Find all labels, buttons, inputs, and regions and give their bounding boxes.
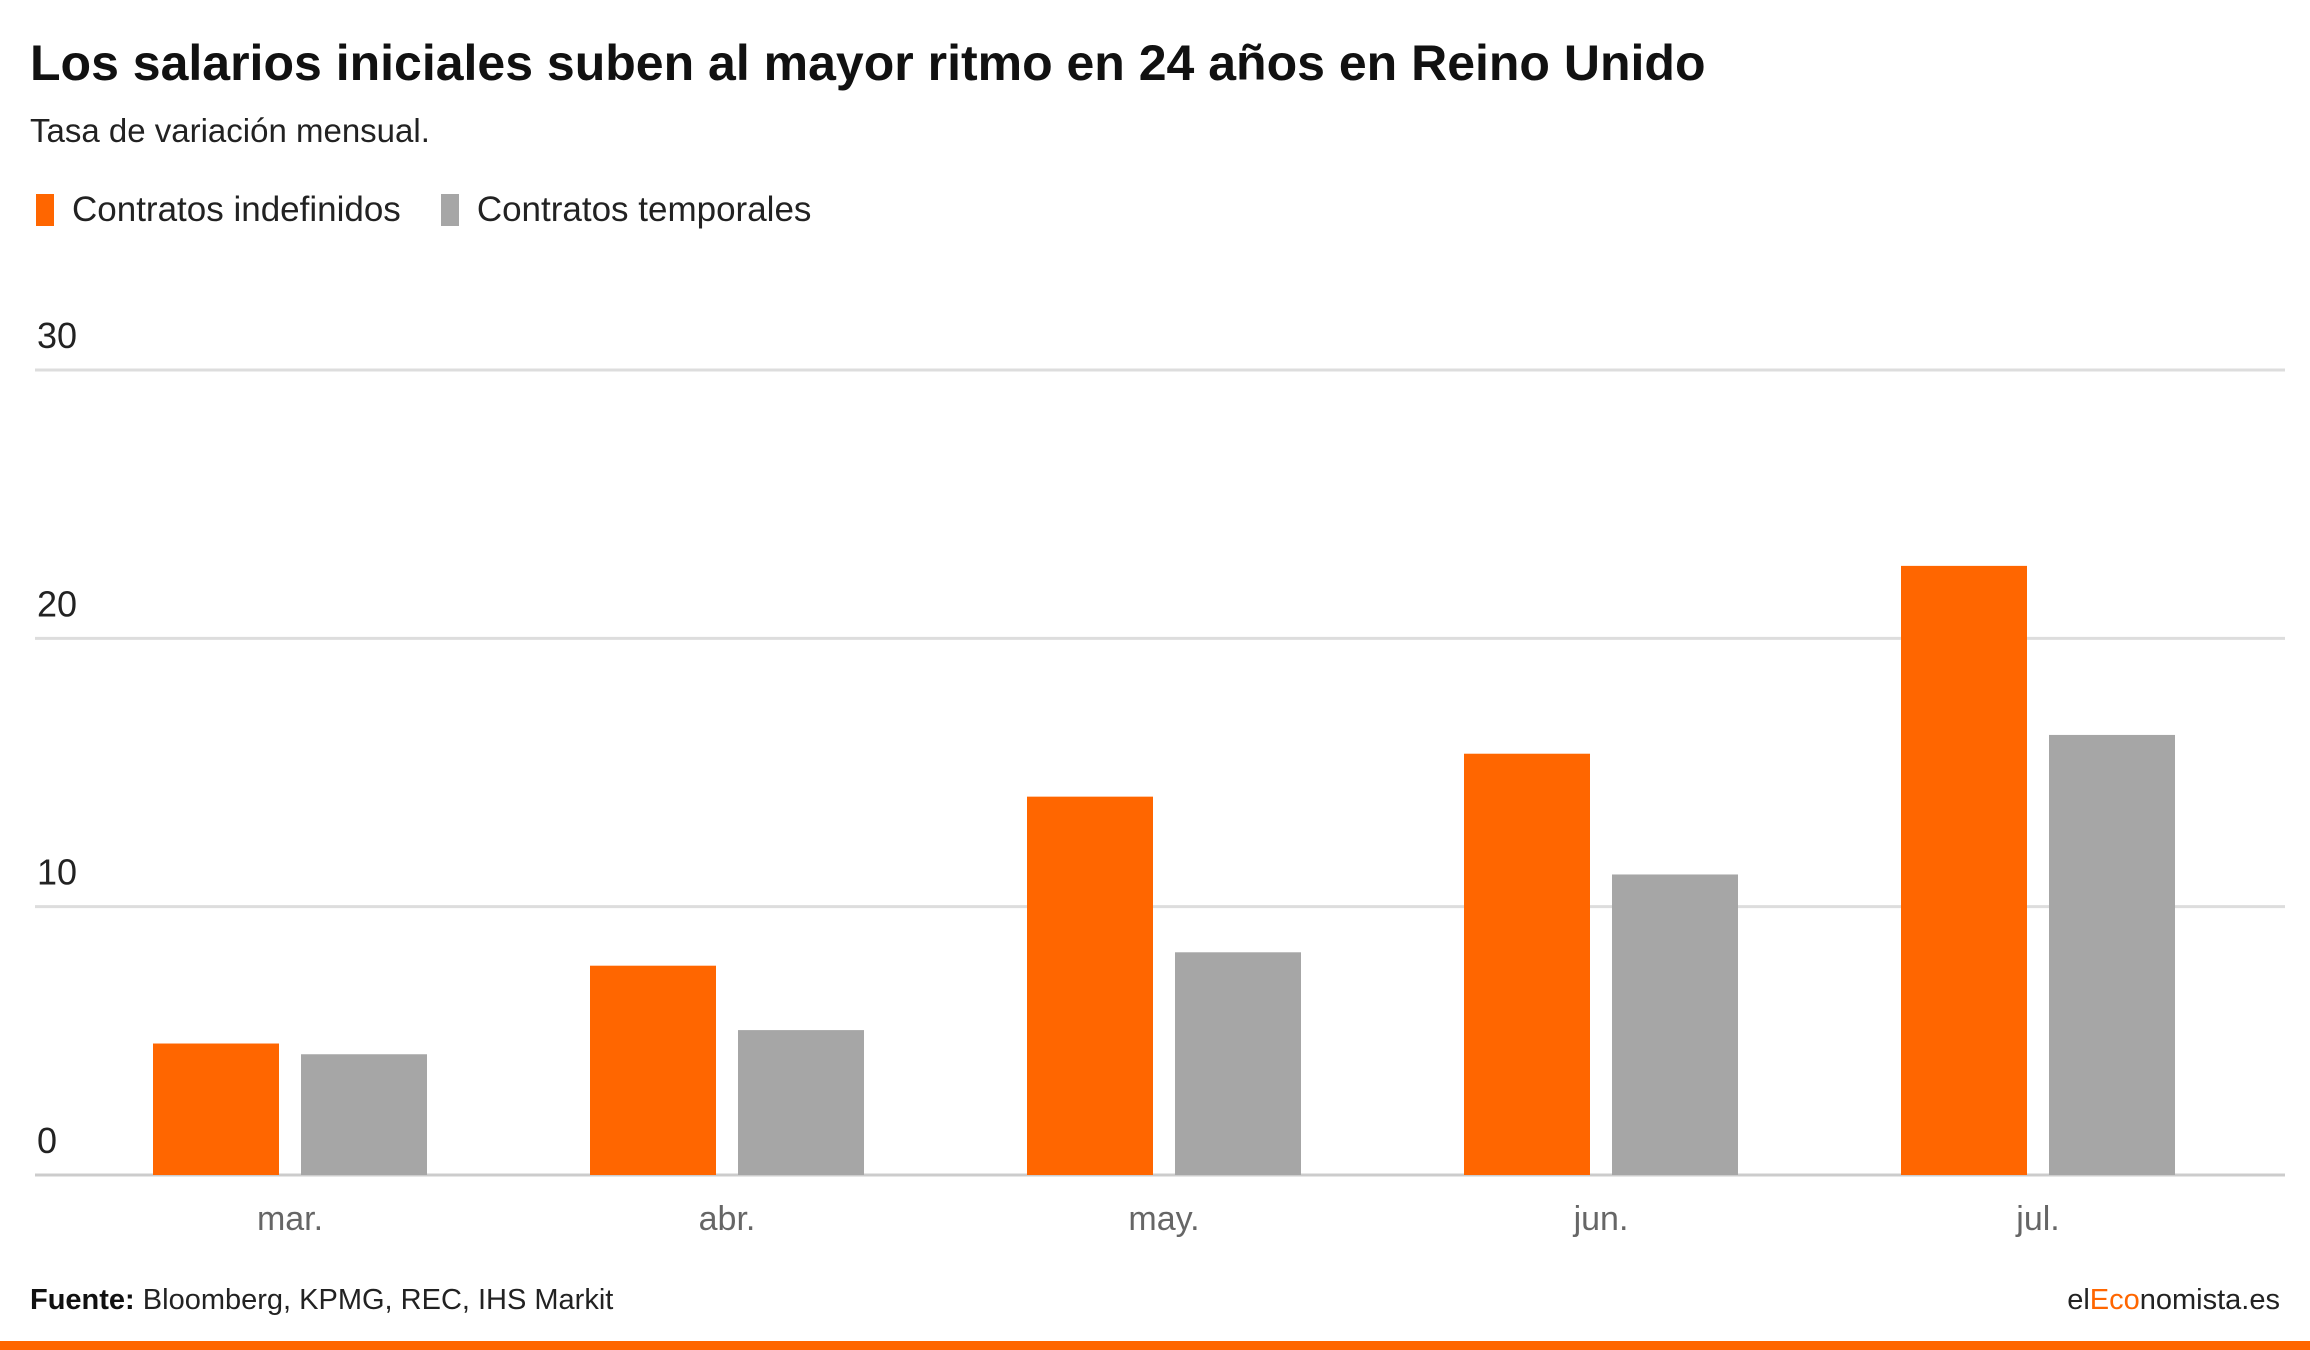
- brand-suffix: nomista.es: [2139, 1284, 2280, 1316]
- source-label: Fuente:: [30, 1284, 135, 1316]
- bar-indefinidos-2: [1027, 796, 1153, 1175]
- y-tick-label: 20: [37, 583, 77, 624]
- bar-temporales-0: [301, 1054, 427, 1175]
- x-tick-label: abr.: [699, 1200, 756, 1238]
- legend-swatch-indefinidos: [36, 194, 54, 226]
- bar-indefinidos-0: [153, 1043, 279, 1175]
- legend-label-indefinidos: Contratos indefinidos: [72, 190, 401, 229]
- y-tick-label: 10: [37, 852, 77, 893]
- x-tick-label: mar.: [257, 1200, 323, 1238]
- brand-accent: Eco: [2089, 1284, 2140, 1316]
- chart-subtitle: Tasa de variación mensual.: [30, 112, 430, 149]
- legend-swatch-temporales: [440, 194, 459, 226]
- x-tick-label: may.: [1128, 1200, 1199, 1238]
- bar-indefinidos-4: [1901, 565, 2027, 1175]
- bar-indefinidos-3: [1464, 753, 1590, 1175]
- bar-indefinidos-1: [590, 965, 716, 1175]
- source-note: Fuente: Bloomberg, KPMG, REC, IHS Markit: [30, 1284, 613, 1317]
- y-tick-label: 30: [37, 315, 77, 356]
- bar-temporales-1: [738, 1030, 864, 1175]
- bottom-accent-bar: [0, 1341, 2310, 1350]
- legend: Contratos indefinidos Contratos temporal…: [36, 190, 851, 230]
- brand-logo: elEconomista.es: [2067, 1284, 2280, 1317]
- legend-item-temporales: Contratos temporales: [440, 190, 812, 230]
- y-tick-label: 0: [37, 1120, 57, 1161]
- x-tick-label: jul.: [2015, 1200, 2059, 1238]
- x-tick-label: jun.: [1573, 1200, 1629, 1238]
- legend-label-temporales: Contratos temporales: [476, 190, 812, 229]
- bar-temporales-3: [1612, 874, 1738, 1175]
- bar-temporales-2: [1175, 952, 1301, 1175]
- bar-temporales-4: [2049, 734, 2175, 1175]
- brand-prefix: el: [2067, 1284, 2090, 1316]
- chart-title: Los salarios iniciales suben al mayor ri…: [30, 35, 1706, 91]
- legend-item-indefinidos: Contratos indefinidos: [36, 190, 401, 230]
- bar-chart: 0 10 20 30 mar. abr. may. jun. jul.: [35, 315, 2285, 1238]
- source-text: Bloomberg, KPMG, REC, IHS Markit: [142, 1284, 614, 1316]
